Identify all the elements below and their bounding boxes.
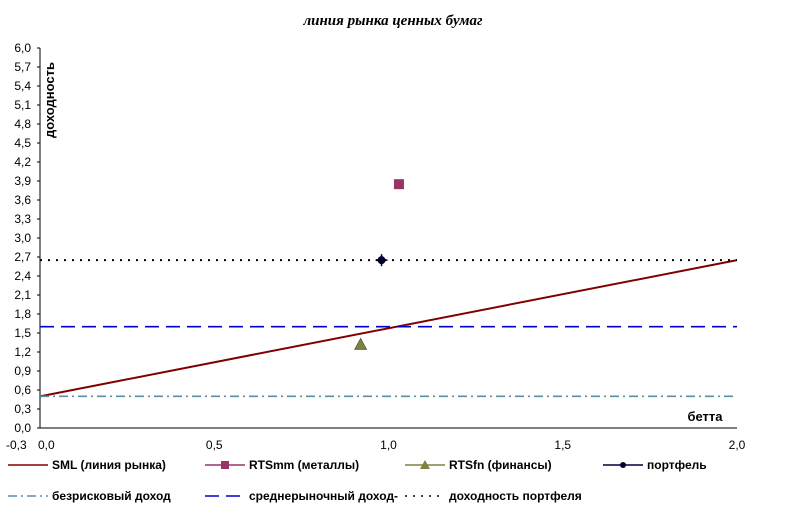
x-tick-label: 0,0 [38,438,55,452]
legend-label: безрисковый доход [52,489,171,503]
y-tick-label: 1,5 [14,326,31,340]
y-tick-label: 2,7 [14,250,31,264]
y-tick-label: 0,6 [14,383,31,397]
y-tick-label: 5,4 [14,79,31,93]
data-point-square [393,179,404,190]
y-tick-label: 1,2 [14,345,31,359]
y-tick-label: 3,9 [14,174,31,188]
legend-star-icon [620,462,626,468]
legend-label: RTSfn (финансы) [449,458,552,472]
legend-item: SML (линия рынка) [8,458,166,472]
y-tick-label: 4,8 [14,117,31,131]
legend-item: безрисковый доход [8,489,171,503]
x-tick-label: 0,5 [206,438,223,452]
y-tick-label: 1,8 [14,307,31,321]
sml-line [39,259,738,398]
y-axis-title: доходность [42,62,57,138]
legend-square-icon [221,461,229,469]
y-tick-label: 3,3 [14,212,31,226]
legend-label: RTSmm (металлы) [249,458,359,472]
legend-item: RTSfn (финансы) [405,458,552,472]
y-tick-label: 5,1 [14,98,31,112]
x-tick-label: 1,5 [554,438,571,452]
x-tick-label: 1,0 [380,438,397,452]
x-tick-label: 2,0 [729,438,746,452]
legend-label: портфель [647,458,707,472]
y-tick-label: 0,0 [14,421,31,435]
y-tick-label: 2,4 [14,269,31,283]
x-tick-label: -0,3 [6,438,27,452]
y-tick-label: 0,9 [14,364,31,378]
x-axis-title: бетта [687,409,723,424]
legend-item: среднерыночный доход- [205,489,398,503]
y-tick-label: 4,5 [14,136,31,150]
y-tick-label: 2,1 [14,288,31,302]
legend-triangle-icon [420,460,430,469]
y-tick-label: 5,7 [14,60,31,74]
chart-title: линия рынка ценных бумаг [302,13,483,29]
legend-label: доходность портфеля [449,489,582,503]
legend-item: RTSmm (металлы) [205,458,359,472]
y-tick-label: 6,0 [14,41,31,55]
legend-item: портфель [603,458,707,472]
legend-item: доходность портфеля [405,489,582,503]
y-tick-label: 3,0 [14,231,31,245]
legend-label: SML (линия рынка) [52,458,166,472]
data-point-triangle [354,337,368,350]
y-tick-label: 0,3 [14,402,31,416]
legend-label: среднерыночный доход- [249,489,398,503]
y-tick-label: 4,2 [14,155,31,169]
y-tick-label: 3,6 [14,193,31,207]
